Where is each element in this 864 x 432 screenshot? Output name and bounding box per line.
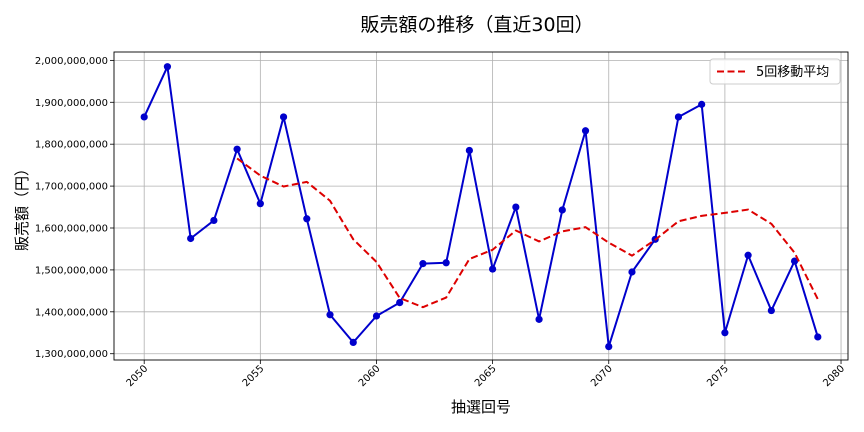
x-axis-label: 抽選回号 — [451, 398, 511, 416]
sales-point — [512, 203, 520, 211]
y-tick-label: 1,400,000,000 — [35, 307, 108, 318]
sales-point — [744, 251, 752, 259]
sales-point — [233, 145, 241, 153]
sales-point — [790, 257, 799, 265]
sales-point — [279, 113, 288, 121]
plot-area — [113, 51, 849, 361]
grid — [114, 52, 848, 360]
sales-point — [210, 216, 218, 225]
sales-point — [140, 113, 148, 121]
legend-box — [709, 58, 841, 85]
sales-point — [698, 100, 706, 108]
sales-point — [674, 113, 683, 121]
sales-point — [605, 342, 613, 351]
sales-point — [419, 260, 427, 268]
y-tick-label: 1,900,000,000 — [35, 98, 108, 109]
sales-line — [143, 65, 819, 348]
sales-point — [465, 146, 473, 155]
sales-point — [396, 298, 404, 307]
sales-point — [721, 329, 729, 337]
sales-point — [442, 259, 450, 267]
x-tick-label: 2055 — [241, 363, 267, 389]
sales-point — [581, 127, 590, 135]
ticks: 2050 2055 2060 2065 2070 2075 2080 1,300,000,00… — [35, 56, 847, 389]
x-tick-label: 2060 — [357, 363, 383, 389]
x-tick-label: 2050 — [125, 363, 151, 389]
legend: 5回移動平均 — [709, 58, 841, 85]
sales-point — [628, 268, 636, 276]
sales-point — [535, 315, 543, 323]
y-axis-label: 販売額（円） — [13, 161, 31, 251]
sales-point — [767, 306, 775, 315]
sales-point — [163, 63, 172, 71]
sales-point — [349, 338, 357, 346]
y-tick-label: 1,800,000,000 — [35, 140, 108, 151]
y-tick-label: 1,700,000,000 — [35, 182, 108, 193]
y-tick-label: 1,600,000,000 — [35, 224, 108, 235]
sales-point — [558, 206, 566, 214]
x-tick-label: 2065 — [473, 363, 499, 389]
sales-point — [489, 265, 497, 273]
x-tick-label: 2080 — [821, 363, 847, 389]
moving-average-line — [236, 157, 819, 309]
sales-point — [372, 312, 381, 320]
series — [140, 63, 822, 351]
y-tick-label: 1,500,000,000 — [35, 265, 108, 276]
sales-point — [814, 333, 822, 341]
legend-label-moving-average: 5回移動平均 — [756, 65, 829, 80]
sales-point — [187, 234, 195, 243]
x-tick-label: 2070 — [589, 363, 615, 389]
chart-title: 販売額の推移（直近30回） — [360, 14, 593, 36]
sales-point — [303, 215, 311, 223]
sales-point — [256, 200, 264, 208]
y-tick-label: 1,300,000,000 — [35, 349, 108, 360]
sales-point — [326, 311, 334, 319]
y-tick-label: 2,000,000,000 — [35, 56, 108, 67]
x-tick-label: 2075 — [705, 363, 731, 389]
